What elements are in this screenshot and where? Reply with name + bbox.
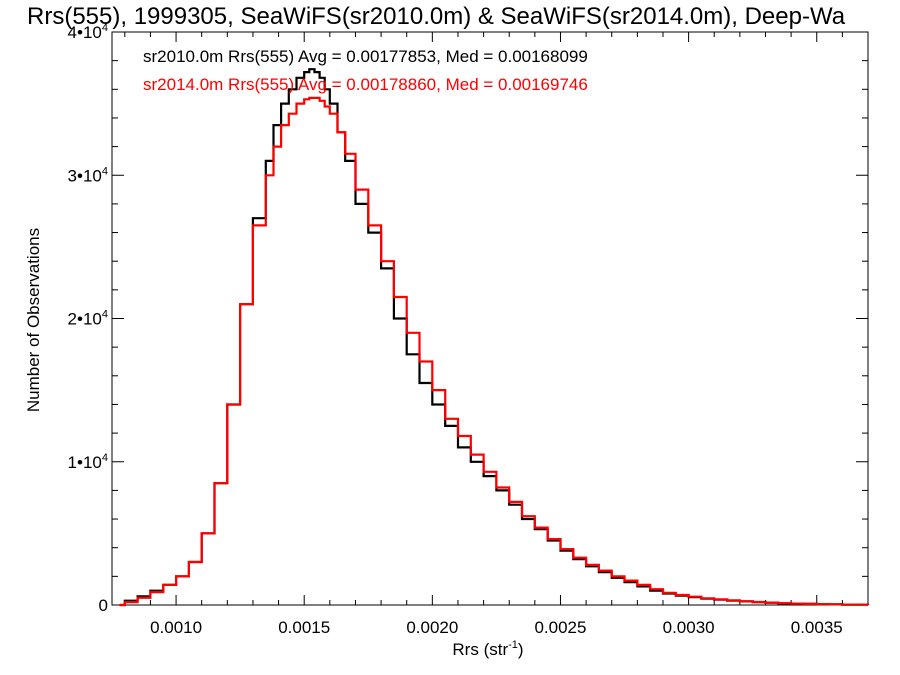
x-tick-label: 0.0025 — [534, 618, 586, 637]
y-tick-label: 0 — [99, 596, 108, 615]
series-sr2010-line — [119, 68, 870, 607]
y-tick-label: 1•104 — [68, 452, 108, 472]
plot-frame — [111, 31, 869, 606]
y-tick-label: 3•104 — [68, 165, 108, 185]
x-axis-ticks: 0.0010 0.0015 0.0020 0.0025 0.0030 0.0035 — [124, 32, 869, 637]
series-sr2014-line — [119, 96, 870, 607]
x-tick-label: 0.0020 — [406, 618, 458, 637]
legend: sr2010.0m Rrs(555) Avg = 0.00177853, Med… — [143, 47, 588, 94]
x-tick-label: 0.0015 — [278, 618, 330, 637]
legend-entry-sr2010: sr2010.0m Rrs(555) Avg = 0.00177853, Med… — [143, 47, 588, 66]
chart-title: Rrs(555), 1999305, SeaWiFS(sr2010.0m) & … — [27, 3, 846, 30]
y-tick-label: 4•104 — [68, 22, 108, 42]
y-axis-label: Number of Observations — [24, 228, 43, 412]
x-tick-label: 0.0035 — [791, 618, 843, 637]
y-tick-label: 2•104 — [68, 309, 108, 329]
y-axis-ticks: 0 1•104 2•104 3•104 4•104 — [68, 22, 868, 615]
legend-entry-sr2014: sr2014.0m Rrs(555) Avg = 0.00178860, Med… — [143, 75, 588, 94]
x-tick-label: 0.0030 — [663, 618, 715, 637]
series-layer — [119, 68, 870, 607]
x-axis-label: Rrs (str-1) — [452, 639, 523, 659]
x-tick-label: 0.0010 — [150, 618, 202, 637]
